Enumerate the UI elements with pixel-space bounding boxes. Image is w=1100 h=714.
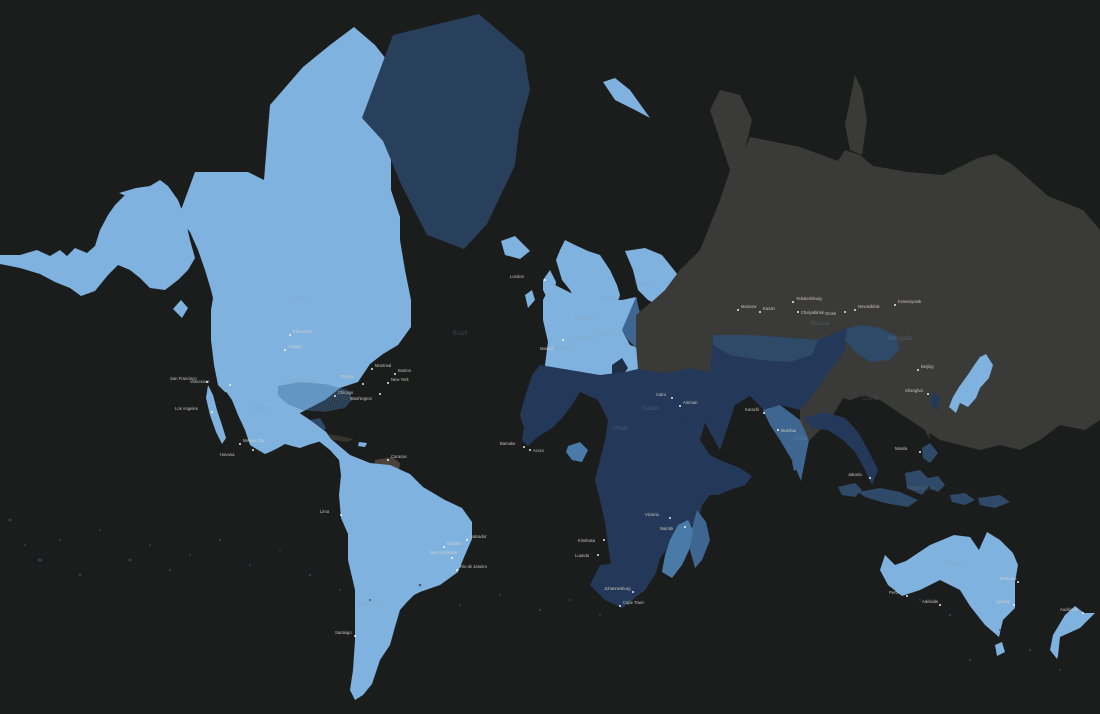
svg-text:Rio de Janeiro: Rio de Janeiro bbox=[460, 564, 488, 569]
svg-text:Havana: Havana bbox=[220, 452, 235, 457]
svg-text:Chad: Chad bbox=[613, 426, 627, 432]
svg-text:Indonesia: Indonesia bbox=[907, 486, 934, 492]
svg-text:Santiago: Santiago bbox=[335, 630, 352, 635]
svg-text:Mexico City: Mexico City bbox=[243, 438, 266, 443]
svg-text:Poland: Poland bbox=[596, 331, 615, 337]
svg-text:Bamako: Bamako bbox=[500, 441, 516, 446]
svg-text:Beijing: Beijing bbox=[921, 364, 934, 369]
svg-text:Johannesburg: Johannesburg bbox=[604, 586, 631, 591]
svg-text:Adelaide: Adelaide bbox=[922, 599, 939, 604]
svg-text:Sudan: Sudan bbox=[641, 406, 658, 412]
svg-text:Amman: Amman bbox=[683, 400, 698, 405]
svg-text:Belo Horizonte: Belo Horizonte bbox=[430, 550, 458, 555]
svg-text:Germany: Germany bbox=[573, 336, 598, 342]
svg-text:Finland: Finland bbox=[635, 281, 655, 287]
svg-text:San Francisco: San Francisco bbox=[170, 376, 197, 381]
svg-text:Toronto: Toronto bbox=[340, 374, 355, 379]
svg-text:Cape Town: Cape Town bbox=[623, 600, 645, 605]
svg-text:Moscow: Moscow bbox=[741, 304, 757, 309]
svg-text:United States: United States bbox=[282, 379, 318, 385]
svg-text:Omsk: Omsk bbox=[825, 311, 837, 316]
svg-text:Canada: Canada bbox=[289, 296, 311, 302]
svg-text:Calgary: Calgary bbox=[288, 344, 303, 349]
svg-text:Auckland: Auckland bbox=[1060, 607, 1078, 612]
svg-text:London: London bbox=[510, 274, 525, 279]
svg-text:Montreal: Montreal bbox=[375, 363, 391, 368]
svg-text:Shanghai: Shanghai bbox=[905, 388, 923, 393]
svg-text:Chelyabinsk: Chelyabinsk bbox=[801, 310, 825, 315]
svg-text:New York: New York bbox=[391, 377, 410, 382]
svg-text:Kinshasa: Kinshasa bbox=[578, 538, 596, 543]
svg-text:Mumbai: Mumbai bbox=[781, 428, 796, 433]
svg-text:Madrid: Madrid bbox=[540, 346, 553, 351]
svg-text:Luanda: Luanda bbox=[575, 553, 590, 558]
svg-text:Krasnoyarsk: Krasnoyarsk bbox=[898, 299, 922, 304]
svg-text:Lima: Lima bbox=[320, 509, 330, 514]
svg-text:Yekaterinburg: Yekaterinburg bbox=[796, 296, 822, 301]
svg-text:Brasilia: Brasilia bbox=[447, 541, 461, 546]
svg-text:Sweden: Sweden bbox=[599, 296, 621, 302]
svg-text:Boston: Boston bbox=[398, 368, 412, 373]
svg-text:Russia: Russia bbox=[811, 321, 830, 327]
svg-text:Edmonton: Edmonton bbox=[293, 329, 313, 334]
svg-text:Washington: Washington bbox=[350, 396, 373, 401]
svg-text:Mongolia: Mongolia bbox=[888, 336, 913, 342]
svg-text:Novosibirsk: Novosibirsk bbox=[858, 304, 881, 309]
svg-text:China: China bbox=[862, 396, 878, 402]
svg-text:Accra: Accra bbox=[533, 448, 544, 453]
svg-text:Sydney: Sydney bbox=[996, 599, 1011, 604]
svg-text:Brisbane: Brisbane bbox=[1000, 576, 1017, 581]
svg-text:Australia: Australia bbox=[943, 561, 967, 567]
svg-text:Chicago: Chicago bbox=[338, 390, 354, 395]
svg-text:Kazan: Kazan bbox=[763, 306, 776, 311]
svg-text:France: France bbox=[556, 346, 575, 352]
svg-text:Jakarta: Jakarta bbox=[848, 472, 862, 477]
svg-text:Victoria: Victoria bbox=[645, 512, 660, 517]
svg-text:India: India bbox=[793, 436, 807, 442]
svg-text:Argentina: Argentina bbox=[357, 601, 383, 607]
svg-text:Karachi: Karachi bbox=[745, 407, 759, 412]
svg-text:Norway: Norway bbox=[575, 316, 595, 322]
svg-text:Salvador: Salvador bbox=[470, 534, 487, 539]
svg-text:Cairo: Cairo bbox=[656, 392, 667, 397]
svg-text:Los Angeles: Los Angeles bbox=[175, 406, 198, 411]
svg-text:Mexico: Mexico bbox=[250, 406, 270, 412]
svg-text:Manila: Manila bbox=[895, 446, 908, 451]
svg-text:Nairobi: Nairobi bbox=[660, 526, 673, 531]
svg-text:Brazil: Brazil bbox=[452, 331, 467, 337]
svg-text:Perth: Perth bbox=[889, 590, 900, 595]
svg-text:Caracas: Caracas bbox=[391, 454, 407, 459]
